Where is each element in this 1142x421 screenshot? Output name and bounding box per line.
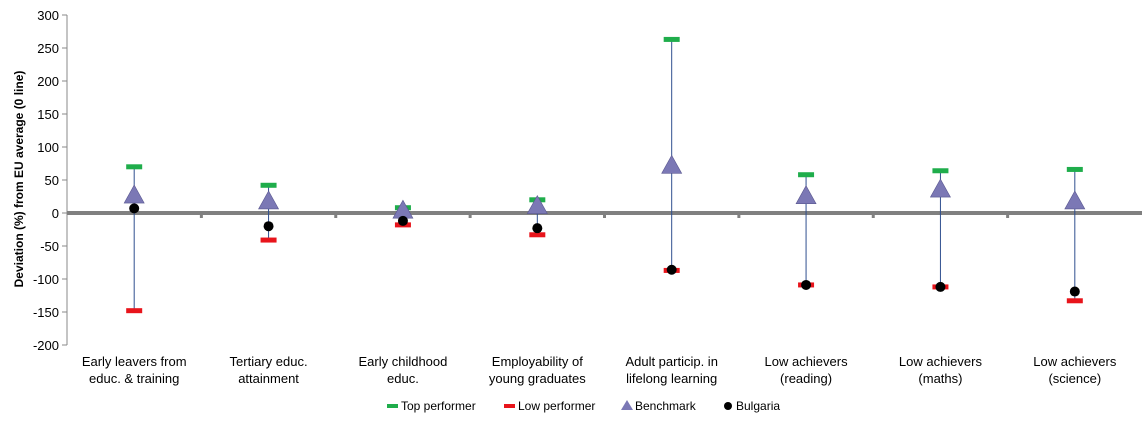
y-tick-label: 150 xyxy=(37,107,59,122)
legend-label-top-performer: Top performer xyxy=(401,399,476,413)
bulgaria-point xyxy=(397,215,408,226)
category-label: Employability of young graduates xyxy=(489,354,586,386)
low-performer-point xyxy=(529,232,546,238)
y-axis-label: Deviation (%) from EU average (0 line) xyxy=(12,71,26,288)
bulgaria-point xyxy=(1069,286,1080,297)
category-labels: Early leavers from educ. & training Tertia… xyxy=(82,354,1117,386)
category-label: Low achievers (science) xyxy=(1033,354,1117,386)
benchmark-point xyxy=(929,178,951,198)
benchmark-point xyxy=(1064,190,1086,210)
bulgaria-point xyxy=(129,203,140,214)
y-axis-label-group: Deviation (%) from EU average (0 line) xyxy=(12,71,26,288)
y-tick-label: 300 xyxy=(37,8,59,23)
axis-layer xyxy=(62,14,68,346)
y-tick-label: -150 xyxy=(33,305,59,320)
bulgaria-point xyxy=(666,264,677,275)
y-tick-label: 50 xyxy=(45,173,59,188)
category-label: Early childhood educ. xyxy=(358,354,447,386)
y-tick-label: 100 xyxy=(37,140,59,155)
legend-label-low-performer: Low performer xyxy=(518,399,595,413)
low-performer-point xyxy=(1066,298,1083,304)
low-performer-point xyxy=(260,237,277,243)
top-performer-point xyxy=(260,182,277,188)
top-performer-point xyxy=(126,164,143,170)
bulgaria-point xyxy=(532,223,543,234)
bulgaria-point xyxy=(801,279,812,290)
y-tick-labels: 300 250 200 150 100 50 0 -50 -100 -150 -200 xyxy=(33,8,59,353)
category-label: Low achievers (reading) xyxy=(765,354,849,386)
y-tick-label: 0 xyxy=(52,206,59,221)
category-label: Early leavers from educ. & training xyxy=(82,354,187,386)
top-performer-point xyxy=(798,172,815,178)
benchmark-point xyxy=(123,184,145,204)
y-tick-label: 250 xyxy=(37,41,59,56)
y-tick-label: -200 xyxy=(33,338,59,353)
data-marks xyxy=(123,36,1086,314)
category-label: Adult particip. in lifelong learning xyxy=(625,354,718,386)
legend-marker-bulgaria xyxy=(724,402,732,410)
legend-marker-low-performer xyxy=(504,404,515,408)
top-performer-point xyxy=(663,36,680,42)
zero-line-layer xyxy=(67,211,1142,218)
category-label: Low achievers (maths) xyxy=(899,354,983,386)
range-lines xyxy=(133,39,1076,311)
top-performer-point xyxy=(932,168,949,174)
legend: Top performer Low performer Benchmark Bulga… xyxy=(387,399,780,413)
legend-label-benchmark: Benchmark xyxy=(635,399,697,413)
y-tick-label: 200 xyxy=(37,74,59,89)
top-performer-point xyxy=(1066,166,1083,172)
benchmark-point xyxy=(795,185,817,204)
legend-marker-benchmark xyxy=(621,400,633,410)
y-tick-label: -50 xyxy=(40,239,59,254)
bulgaria-point xyxy=(263,221,274,232)
legend-label-bulgaria: Bulgaria xyxy=(736,399,780,413)
benchmark-point xyxy=(661,154,683,174)
benchmark-point xyxy=(526,194,548,214)
low-performer-point xyxy=(126,308,143,314)
category-label: Tertiary educ. attainment xyxy=(230,354,308,386)
benchmark-point xyxy=(258,190,280,210)
legend-marker-top-performer xyxy=(387,404,398,408)
bulgaria-point xyxy=(935,281,946,292)
y-tick-label: -100 xyxy=(33,272,59,287)
